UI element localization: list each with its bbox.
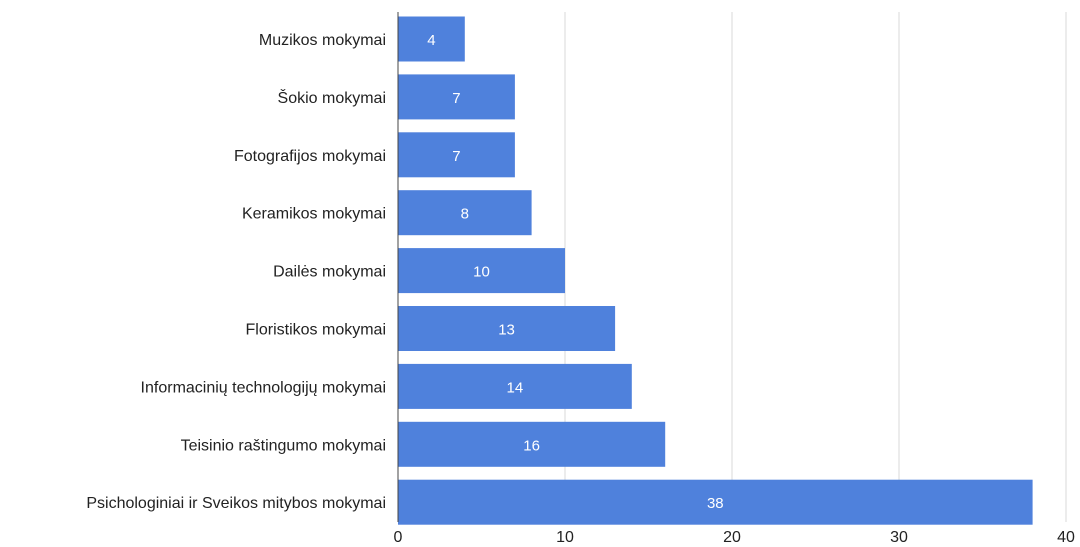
- x-tick-label-20: 20: [723, 529, 741, 546]
- bar-1: [398, 16, 465, 62]
- labels: 0 10 20 30 40 Muzikos mokymai 4 Šokio mokymai 7 F…: [86, 32, 1075, 546]
- bar-2: [398, 74, 515, 120]
- category-label: Dailės mokymai: [273, 264, 386, 281]
- data-label: 8: [461, 206, 469, 223]
- category-label: Fotografijos mokymai: [234, 148, 386, 165]
- x-tick-label-30: 30: [890, 529, 908, 546]
- data-label: 16: [523, 437, 540, 454]
- data-label: 4: [427, 32, 435, 49]
- data-label: 38: [707, 495, 724, 512]
- category-label: Šokio mokymai: [278, 88, 386, 107]
- data-label: 7: [452, 90, 460, 107]
- bar-8: [398, 421, 666, 467]
- data-label: 13: [498, 322, 515, 339]
- bar-4: [398, 190, 532, 236]
- bar-3: [398, 132, 515, 178]
- x-tick-label-40: 40: [1057, 529, 1075, 546]
- category-label: Informacinių technologijų mokymai: [141, 379, 386, 396]
- category-label: Keramikos mokymai: [242, 206, 386, 223]
- bar-9: [398, 479, 1033, 525]
- data-label: 10: [473, 264, 490, 281]
- category-label: Psichologiniai ir Sveikos mitybos mokyma…: [86, 495, 386, 512]
- bar-5: [398, 248, 565, 294]
- x-tick-label-0: 0: [394, 529, 403, 546]
- data-label: 7: [452, 148, 460, 165]
- data-label: 14: [507, 379, 524, 396]
- bar-7: [398, 363, 632, 409]
- category-label: Floristikos mokymai: [246, 322, 386, 339]
- category-label: Muzikos mokymai: [259, 32, 386, 49]
- bars: [398, 16, 1033, 525]
- bar-6: [398, 306, 616, 351]
- category-label: Teisinio raštingumo mokymai: [181, 437, 386, 454]
- x-tick-label-10: 10: [556, 529, 574, 546]
